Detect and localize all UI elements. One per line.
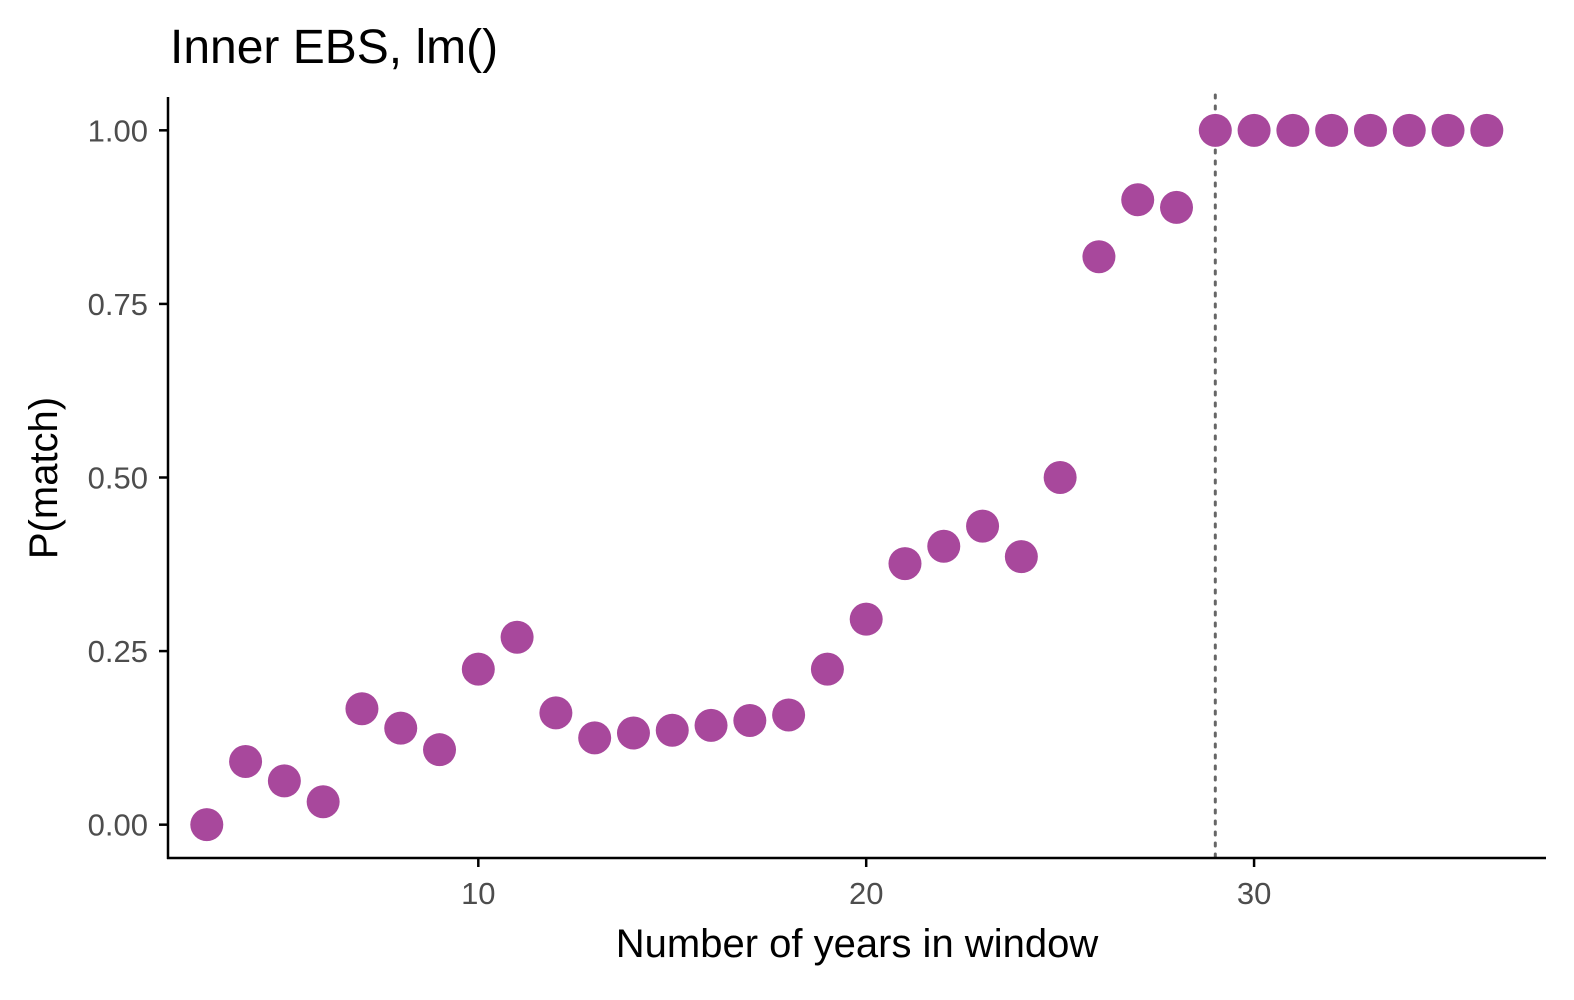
data-point [849, 602, 883, 636]
data-point [539, 696, 573, 730]
data-point [616, 716, 650, 750]
y-tick-label: 1.00 [88, 113, 148, 148]
x-axis-ticks: 10 20 30 [461, 858, 1271, 911]
data-point [1198, 113, 1232, 147]
data-point [1276, 113, 1310, 147]
data-point [1431, 113, 1465, 147]
data-point [927, 529, 961, 563]
x-tick-label: 10 [461, 876, 495, 911]
data-point [810, 652, 844, 686]
data-point [345, 692, 379, 726]
data-point [1470, 113, 1504, 147]
data-point [1121, 183, 1155, 217]
data-point [423, 733, 457, 767]
data-point [500, 620, 534, 654]
x-tick-label: 30 [1237, 876, 1271, 911]
data-point [966, 509, 1000, 543]
data-point [1237, 113, 1271, 147]
y-tick-label: 0.75 [88, 287, 148, 322]
data-point [1353, 113, 1387, 147]
data-point [655, 713, 689, 747]
y-tick-label: 0.25 [88, 634, 148, 669]
data-point [772, 698, 806, 732]
data-point [578, 721, 612, 755]
y-axis-ticks: 0.00 0.25 0.50 0.75 1.00 [88, 113, 168, 843]
data-point [1082, 240, 1116, 274]
data-point [694, 708, 728, 742]
data-point [888, 547, 922, 581]
y-tick-label: 0.00 [88, 808, 148, 843]
x-axis-label: Number of years in window [616, 922, 1099, 966]
data-point [306, 785, 340, 819]
data-point [461, 652, 495, 686]
data-point [733, 704, 767, 738]
data-point [229, 744, 263, 778]
x-tick-label: 20 [849, 876, 883, 911]
data-point [1043, 461, 1077, 494]
data-point [190, 808, 224, 842]
chart-title: Inner EBS, lm() [170, 21, 498, 74]
y-axis-label: P(match) [22, 397, 66, 559]
data-point [1004, 540, 1038, 574]
data-points [190, 113, 1504, 842]
y-tick-label: 0.50 [88, 461, 148, 496]
data-point [1392, 113, 1426, 147]
data-point [384, 711, 418, 745]
data-point [1160, 190, 1194, 224]
data-point [267, 764, 301, 798]
data-point [1315, 113, 1349, 147]
